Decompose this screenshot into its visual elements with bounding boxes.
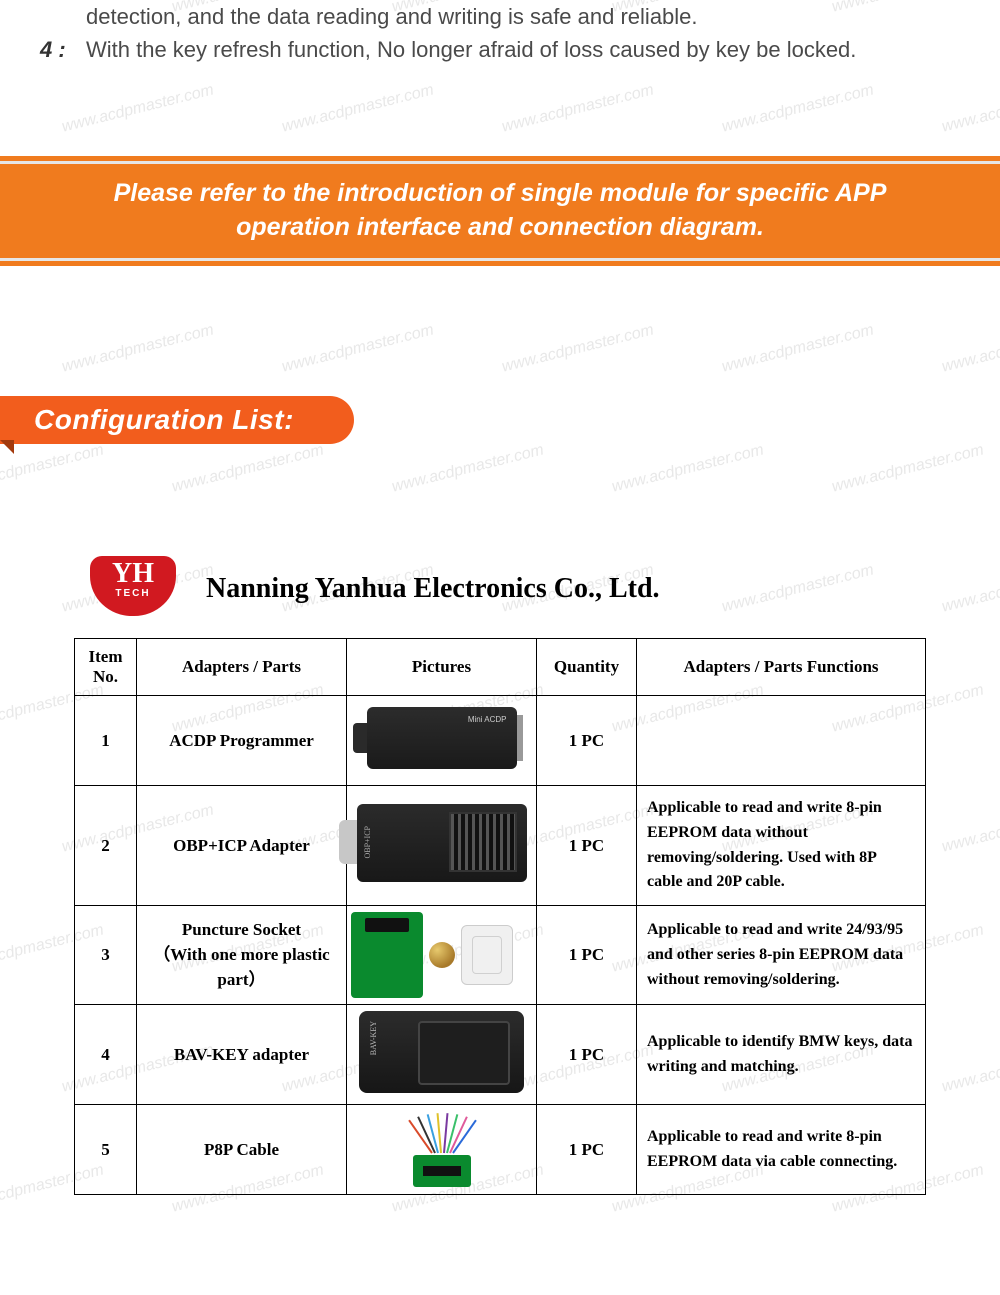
- table-row: 2 OBP+ICP Adapter OBP+ICP 1 PC Applicabl…: [75, 786, 926, 906]
- cell-picture: [347, 906, 537, 1005]
- pin-header-icon: [451, 814, 515, 870]
- cell-part: OBP+ICP Adapter: [137, 786, 347, 906]
- th-quantity: Quantity: [537, 639, 637, 696]
- cell-fn: Applicable to read and write 24/93/95 an…: [637, 906, 926, 1005]
- bearing-ball-icon: [429, 942, 455, 968]
- cell-part: P8P Cable: [137, 1105, 347, 1195]
- cell-picture: OBP+ICP: [347, 786, 537, 906]
- cell-picture: [347, 1105, 537, 1195]
- pic-programmer-label: Mini ACDP: [468, 715, 507, 724]
- table-row: 1 ACDP Programmer Mini ACDP 1 PC: [75, 696, 926, 786]
- plastic-clip-icon: [461, 925, 513, 985]
- pic-bav-side-label: BAV-KEY: [369, 1021, 378, 1055]
- pcb-icon: [351, 912, 423, 998]
- table-row: 4 BAV-KEY adapter BAV-KEY 1 PC Applicabl…: [75, 1005, 926, 1105]
- cell-part: ACDP Programmer: [137, 696, 347, 786]
- list-line-text: With the key refresh function, No longer…: [86, 33, 856, 66]
- list-index-4: 4 :: [40, 33, 86, 66]
- config-heading-corner: [0, 440, 14, 454]
- company-name: Nanning Yanhua Electronics Co., Ltd.: [206, 573, 660, 605]
- cell-fn: Applicable to read and write 8-pin EEPRO…: [637, 786, 926, 906]
- p8p-pcb-icon: [413, 1155, 471, 1187]
- banner: Please refer to the introduction of sing…: [0, 156, 1000, 266]
- configuration-table: Item No. Adapters / Parts Pictures Quant…: [74, 638, 926, 1195]
- logo-top-text: YH: [90, 560, 176, 588]
- th-item-no: Item No.: [75, 639, 137, 696]
- table-header-row: Item No. Adapters / Parts Pictures Quant…: [75, 639, 926, 696]
- logo-shield-icon: YH TECH: [90, 556, 176, 616]
- cell-no: 1: [75, 696, 137, 786]
- cell-qty: 1 PC: [537, 1105, 637, 1195]
- logo-bottom-text: TECH: [90, 588, 176, 599]
- obp-icp-adapter-icon: OBP+ICP: [357, 804, 527, 882]
- list-line-partial: detection, and the data reading and writ…: [40, 0, 960, 33]
- cell-part: BAV-KEY adapter: [137, 1005, 347, 1105]
- cell-qty: 1 PC: [537, 906, 637, 1005]
- cell-fn: Applicable to identify BMW keys, data wr…: [637, 1005, 926, 1105]
- wire-fan-icon: [392, 1113, 492, 1153]
- cell-no: 5: [75, 1105, 137, 1195]
- th-pictures: Pictures: [347, 639, 537, 696]
- list-line-text: detection, and the data reading and writ…: [86, 0, 698, 33]
- document-header: YH TECH Nanning Yanhua Electronics Co., …: [90, 556, 910, 622]
- cell-qty: 1 PC: [537, 1005, 637, 1105]
- top-text-block: detection, and the data reading and writ…: [0, 0, 1000, 76]
- th-functions: Adapters / Parts Functions: [637, 639, 926, 696]
- cell-no: 2: [75, 786, 137, 906]
- cell-fn: Applicable to read and write 8-pin EEPRO…: [637, 1105, 926, 1195]
- logo: YH TECH: [90, 556, 176, 622]
- cell-qty: 1 PC: [537, 696, 637, 786]
- cell-no: 3: [75, 906, 137, 1005]
- cell-qty: 1 PC: [537, 786, 637, 906]
- banner-text: Please refer to the introduction of sing…: [60, 177, 940, 245]
- bav-key-adapter-icon: BAV-KEY: [359, 1011, 524, 1093]
- acdp-programmer-icon: Mini ACDP: [367, 707, 517, 769]
- cell-no: 4: [75, 1005, 137, 1105]
- config-heading-wrap: Configuration List:: [0, 396, 1000, 466]
- cell-picture: Mini ACDP: [347, 696, 537, 786]
- p8p-cable-icon: [392, 1113, 492, 1187]
- puncture-socket-icon: [351, 912, 532, 998]
- list-line-4: 4 : With the key refresh function, No lo…: [40, 33, 960, 66]
- table-row: 5 P8P Cable 1 PC Applicable to read and …: [75, 1105, 926, 1195]
- content-root: detection, and the data reading and writ…: [0, 0, 1000, 1195]
- config-heading: Configuration List:: [0, 396, 354, 444]
- cell-picture: BAV-KEY: [347, 1005, 537, 1105]
- cell-part: Puncture Socket（With one more plastic pa…: [137, 906, 347, 1005]
- pic-obp-side-label: OBP+ICP: [363, 826, 372, 859]
- th-parts: Adapters / Parts: [137, 639, 347, 696]
- table-row: 3 Puncture Socket（With one more plastic …: [75, 906, 926, 1005]
- cell-fn: [637, 696, 926, 786]
